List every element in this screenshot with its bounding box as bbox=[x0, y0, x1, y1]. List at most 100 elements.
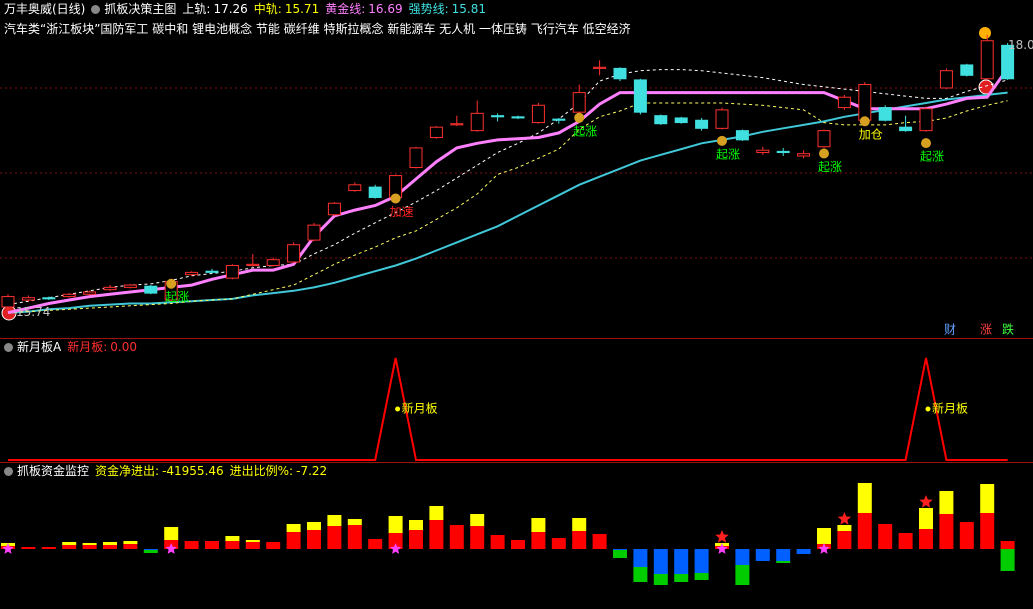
bar bbox=[409, 520, 423, 530]
annotation: 新月板 bbox=[932, 401, 968, 416]
candle-body bbox=[470, 112, 484, 132]
bar bbox=[123, 541, 138, 544]
candle-body bbox=[837, 96, 851, 109]
annotation: 起涨 bbox=[573, 123, 597, 138]
readout-name: 中轨: bbox=[253, 2, 282, 16]
candle-body bbox=[491, 115, 505, 118]
bar bbox=[164, 527, 179, 540]
bar bbox=[368, 539, 383, 549]
bar bbox=[857, 513, 872, 549]
bar bbox=[980, 513, 995, 549]
corner-tag[interactable]: 涨 bbox=[980, 322, 992, 337]
signal-star bbox=[716, 543, 728, 554]
annotation-icon bbox=[819, 148, 829, 159]
candle-body bbox=[715, 109, 729, 129]
indicator-name[interactable]: 新月板A bbox=[17, 340, 62, 354]
indicator-name[interactable]: 抓板资金监控 bbox=[17, 464, 90, 478]
bar bbox=[776, 561, 791, 563]
candle-body bbox=[348, 184, 362, 192]
readout-name: 黄金线: bbox=[325, 2, 366, 16]
candle-body bbox=[695, 119, 709, 129]
sub-header: 新月板A 新月板: 0.00 bbox=[4, 339, 149, 355]
signal-star bbox=[389, 543, 402, 554]
readouts: 新月板: 0.00 bbox=[67, 340, 143, 354]
readouts: 资金净进出: -41955.46 进出比例%: -7.22 bbox=[95, 464, 333, 478]
bar bbox=[1000, 541, 1015, 549]
candle-body bbox=[123, 284, 137, 288]
bar bbox=[388, 516, 403, 533]
bar bbox=[409, 530, 423, 549]
bar bbox=[857, 483, 872, 513]
candle-body bbox=[225, 264, 239, 279]
candle-body bbox=[205, 270, 219, 273]
bar bbox=[551, 538, 566, 549]
indicator-line bbox=[7, 100, 1008, 314]
indicator-line bbox=[7, 69, 1008, 306]
bar bbox=[959, 522, 974, 549]
corner-tag[interactable]: 跌 bbox=[1002, 322, 1014, 337]
annotation: 加仓 bbox=[859, 128, 883, 142]
candle-body bbox=[776, 150, 790, 154]
bar bbox=[898, 533, 913, 549]
annotation-dot bbox=[395, 406, 401, 412]
candle-body bbox=[103, 286, 117, 291]
bar bbox=[980, 484, 995, 513]
candle-body bbox=[1, 296, 15, 308]
bar bbox=[470, 526, 485, 549]
indicator-name[interactable]: 抓板决策主图 bbox=[104, 2, 177, 16]
readout-value: 15.71 bbox=[284, 2, 320, 16]
bar bbox=[613, 549, 627, 550]
candle-body bbox=[817, 130, 831, 148]
bar bbox=[327, 526, 342, 549]
bar bbox=[633, 567, 648, 582]
readout-name: 资金净进出: bbox=[95, 464, 160, 478]
candle-body bbox=[287, 244, 301, 263]
annotation: 加速 bbox=[390, 205, 414, 219]
bar bbox=[653, 549, 668, 574]
bar bbox=[327, 515, 342, 526]
bar bbox=[429, 520, 444, 549]
bar bbox=[939, 491, 954, 514]
annotation-icon bbox=[921, 138, 931, 149]
indicator-line bbox=[8, 357, 1008, 461]
candle-body bbox=[511, 116, 525, 119]
bar bbox=[245, 540, 260, 542]
candle-body bbox=[450, 123, 464, 126]
bar bbox=[776, 549, 791, 561]
readout-name: 上轨: bbox=[182, 2, 211, 16]
bar bbox=[205, 541, 219, 549]
bar bbox=[184, 541, 199, 549]
candle-body bbox=[62, 293, 76, 298]
candle-body bbox=[21, 297, 35, 301]
readout-name: 进出比例%: bbox=[229, 464, 294, 478]
candle-body bbox=[246, 263, 260, 266]
bar bbox=[82, 545, 97, 549]
price-label: 15.74 bbox=[16, 305, 50, 319]
annotation: 起涨 bbox=[165, 289, 189, 304]
candle-body bbox=[960, 64, 974, 76]
candle-body bbox=[633, 79, 647, 113]
corner-tag[interactable]: 财 bbox=[944, 323, 956, 337]
bar bbox=[919, 529, 933, 549]
bar bbox=[633, 549, 648, 567]
bar bbox=[490, 535, 505, 549]
bar bbox=[694, 549, 709, 573]
bar bbox=[470, 514, 485, 526]
indicator-line bbox=[7, 91, 1008, 314]
bar bbox=[62, 542, 77, 545]
bar bbox=[592, 534, 607, 549]
bar bbox=[123, 544, 138, 549]
candle-body bbox=[674, 117, 688, 124]
annotation: 新月板 bbox=[402, 401, 438, 416]
candle-body bbox=[878, 107, 892, 121]
bar bbox=[694, 573, 709, 580]
bar bbox=[572, 531, 587, 549]
bar bbox=[307, 522, 321, 530]
readout-value: 0.00 bbox=[110, 340, 137, 354]
sub-header: 抓板资金监控 资金净进出: -41955.46 进出比例%: -7.22 bbox=[4, 463, 339, 479]
annotation-icon bbox=[166, 278, 177, 289]
candle-body bbox=[899, 126, 913, 132]
bar bbox=[103, 542, 117, 545]
coin-icon bbox=[979, 27, 991, 39]
